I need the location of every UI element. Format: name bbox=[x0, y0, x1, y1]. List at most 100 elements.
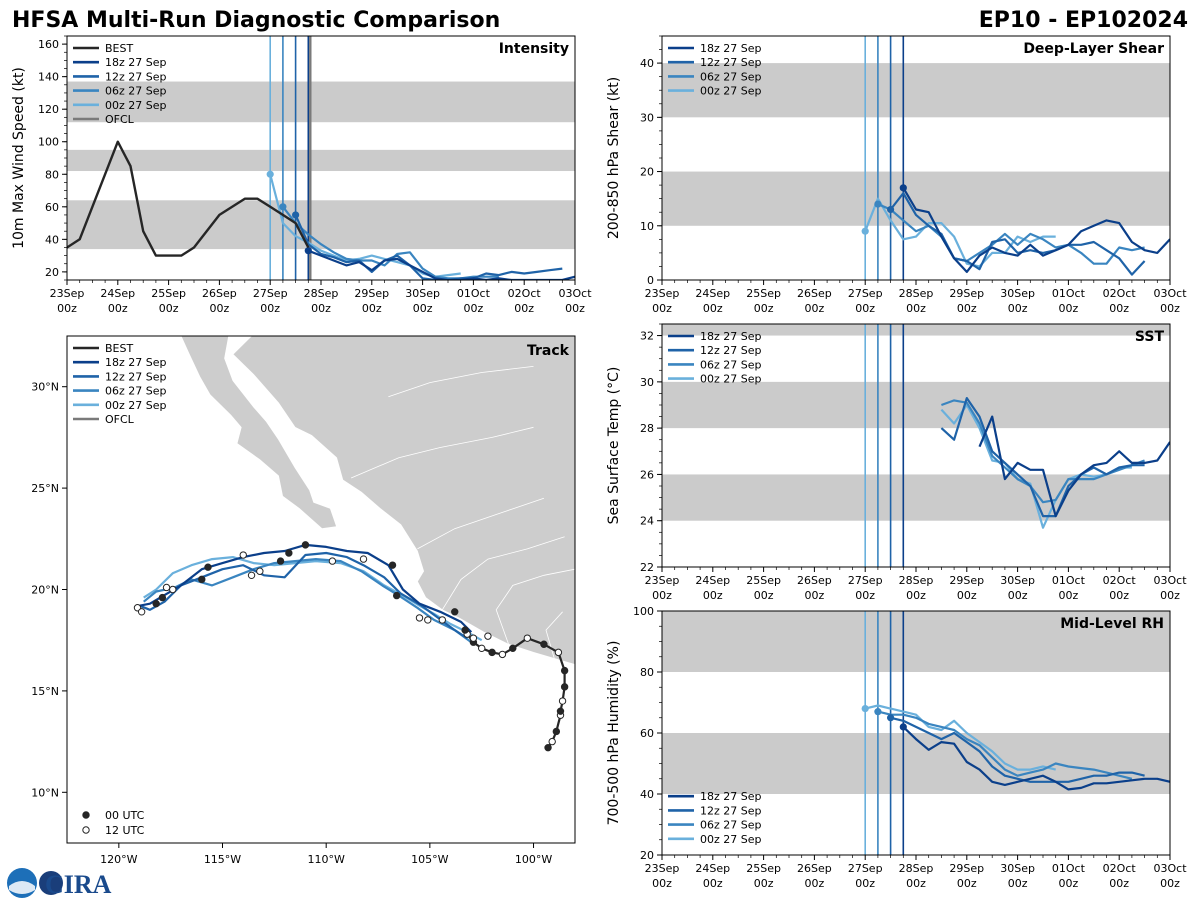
shear-ytick-label-0: 0 bbox=[647, 274, 654, 287]
shear-ytick-label-3: 30 bbox=[640, 111, 654, 124]
track-point-12utc bbox=[239, 551, 247, 559]
baja-california-land bbox=[180, 336, 338, 530]
track-point-12utc bbox=[548, 737, 556, 746]
intensity-legend-label-0: BEST bbox=[105, 42, 133, 55]
track-point-12utc bbox=[477, 644, 486, 653]
intensity-xtick-hour-10: 00z bbox=[565, 302, 585, 315]
rh-xtick-day-1: 24Sep bbox=[695, 862, 730, 875]
rh-legend-label-0: 18z 27 Sep bbox=[700, 790, 762, 803]
intensity-xtick-day-7: 30Sep bbox=[405, 287, 440, 300]
track-xtick-label-4: 100°W bbox=[515, 853, 552, 866]
intensity-series-best bbox=[67, 140, 310, 257]
sst-legend-label-1: 12z 27 Sep bbox=[700, 344, 762, 357]
intensity-ytick-label-6: 140 bbox=[38, 71, 59, 84]
track-point-12utc bbox=[484, 632, 492, 640]
rh-xtick-hour-7: 00z bbox=[1008, 877, 1028, 890]
shear-xtick-day-1: 24Sep bbox=[695, 287, 730, 300]
rh-ytick-label-0: 20 bbox=[640, 849, 654, 862]
rh-legend-label-2: 06z 27 Sep bbox=[700, 819, 762, 832]
rh-xtick-day-3: 26Sep bbox=[797, 862, 832, 875]
intensity-ytick-label-0: 20 bbox=[45, 266, 59, 279]
shear-series-06z-27-sep bbox=[877, 203, 1145, 265]
track-point-00utc bbox=[276, 557, 285, 565]
intensity-xtick-hour-7: 00z bbox=[413, 302, 433, 315]
track-line-06z-27-sep bbox=[143, 557, 472, 644]
rh-xtick-day-0: 23Sep bbox=[645, 862, 680, 875]
track-plot-area bbox=[133, 336, 575, 752]
rh-ytick-label-3: 80 bbox=[640, 666, 654, 679]
track-point-00utc bbox=[301, 541, 310, 549]
intensity-legend-label-4: 00z 27 Sep bbox=[105, 99, 167, 112]
noaa-wave-icon bbox=[9, 881, 35, 894]
sst-xtick-hour-1: 00z bbox=[703, 589, 723, 602]
shear-series-12z-27-sep bbox=[889, 192, 1146, 276]
sst-xtick-hour-7: 00z bbox=[1008, 589, 1028, 602]
track-ytick-label-4: 30°N bbox=[31, 381, 59, 394]
rh-xtick-hour-5: 00z bbox=[906, 877, 926, 890]
intensity-init-point-12z-27-sep bbox=[292, 211, 300, 219]
track-legend-label-3: 06z 27 Sep bbox=[105, 385, 167, 398]
track-marker-legend-swatch-0 bbox=[82, 811, 90, 819]
shear-plot-area bbox=[662, 36, 1170, 280]
sst-ytick-label-1: 24 bbox=[640, 515, 654, 528]
shear-panel: 0 10 20 30 40 23Sep 00z 24Sep 00z 25Sep 00z 26Sep 00… bbox=[606, 35, 1187, 315]
shear-xtick-day-9: 02Oct bbox=[1103, 287, 1137, 300]
shear-band-1 bbox=[662, 63, 1170, 118]
track-xtick-label-3: 105°W bbox=[411, 853, 448, 866]
intensity-xtick-hour-4: 00z bbox=[260, 302, 280, 315]
csu-emblem-icon bbox=[39, 871, 63, 895]
shear-xtick-hour-2: 00z bbox=[754, 302, 774, 315]
sst-ytick-label-3: 28 bbox=[640, 422, 654, 435]
intensity-ytick-label-7: 160 bbox=[38, 38, 59, 51]
shear-xtick-day-3: 26Sep bbox=[797, 287, 832, 300]
intensity-legend-label-5: OFCL bbox=[105, 113, 135, 126]
state-border-2 bbox=[441, 536, 565, 611]
track-point-00utc bbox=[552, 727, 561, 736]
intensity-xtick-hour-8: 00z bbox=[464, 302, 484, 315]
shear-xtick-day-0: 23Sep bbox=[645, 287, 680, 300]
rh-xtick-day-8: 01Oct bbox=[1052, 862, 1086, 875]
rh-panel: 20 40 60 80 100 23Sep 00z 24Sep 00z 25Sep 00z 26Sep… bbox=[606, 605, 1187, 890]
cira-logo-text: CIRA bbox=[45, 870, 112, 899]
rh-title: Mid-Level RH bbox=[1060, 616, 1164, 632]
intensity-panel: 20 40 60 80 100 120 140 160 23Sep 00z 24Sep 00z 25Se… bbox=[11, 35, 592, 315]
rh-init-point-00z-27-sep bbox=[861, 705, 869, 713]
track-point-00utc bbox=[285, 549, 293, 557]
intensity-xtick-day-2: 25Sep bbox=[151, 287, 186, 300]
track-xtick-label-2: 110°W bbox=[307, 853, 344, 866]
rh-xtick-hour-8: 00z bbox=[1059, 877, 1079, 890]
intensity-ytick-label-1: 40 bbox=[45, 233, 59, 246]
intensity-ytick-label-5: 120 bbox=[38, 103, 59, 116]
sst-series-00z-27-sep bbox=[940, 403, 1132, 529]
sst-ytick-label-4: 30 bbox=[640, 376, 654, 389]
shear-ytick-label-1: 10 bbox=[640, 220, 654, 233]
intensity-init-point-18z-27-sep bbox=[304, 247, 312, 255]
shear-xtick-day-6: 29Sep bbox=[949, 287, 984, 300]
track-marker-legend-label-0: 00 UTC bbox=[105, 809, 145, 822]
track-point-00utc bbox=[461, 626, 469, 634]
intensity-xtick-hour-6: 00z bbox=[362, 302, 382, 315]
track-legend-label-5: OFCL bbox=[105, 413, 135, 426]
sst-xtick-hour-6: 00z bbox=[957, 589, 977, 602]
track-point-12utc bbox=[415, 614, 424, 622]
track-ytick-label-3: 25°N bbox=[31, 482, 59, 495]
shear-xtick-hour-9: 00z bbox=[1109, 302, 1129, 315]
track-ytick-label-1: 15°N bbox=[31, 685, 59, 698]
shear-xtick-day-5: 28Sep bbox=[899, 287, 934, 300]
track-xtick-label-0: 120°W bbox=[100, 853, 137, 866]
shear-init-point-06z-27-sep bbox=[874, 200, 882, 208]
figure-title: HFSA Multi-Run Diagnostic Comparison bbox=[12, 8, 500, 33]
storm-id: EP10 - EP102024 bbox=[979, 8, 1188, 33]
sst-series-18z-27-sep bbox=[978, 415, 1170, 518]
rh-xtick-hour-9: 00z bbox=[1109, 877, 1129, 890]
sst-xtick-day-10: 03Oct bbox=[1153, 574, 1187, 587]
shear-xtick-hour-7: 00z bbox=[1008, 302, 1028, 315]
rh-series-18z-27-sep bbox=[902, 726, 1170, 791]
sst-xtick-hour-8: 00z bbox=[1059, 589, 1079, 602]
track-marker-legend-label-1: 12 UTC bbox=[105, 824, 145, 837]
sst-xtick-hour-3: 00z bbox=[805, 589, 825, 602]
rh-xtick-hour-6: 00z bbox=[957, 877, 977, 890]
intensity-xtick-day-4: 27Sep bbox=[253, 287, 288, 300]
rh-xtick-hour-3: 00z bbox=[805, 877, 825, 890]
rh-plot-area bbox=[662, 611, 1170, 855]
